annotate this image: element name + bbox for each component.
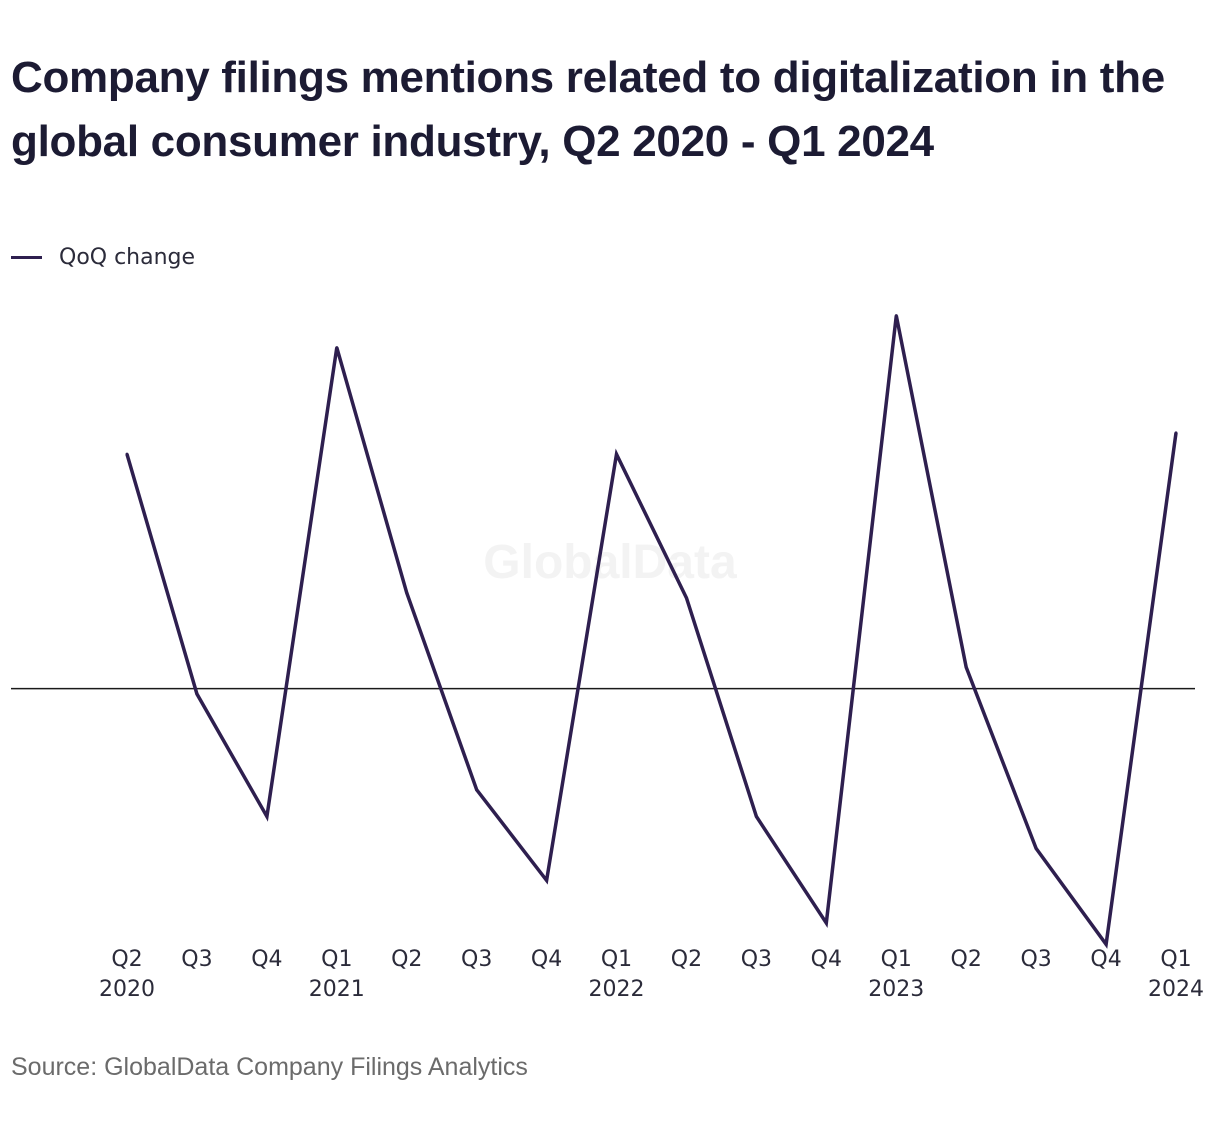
x-tick-label: Q3 xyxy=(181,947,212,972)
x-tick-label: Q1 2021 xyxy=(309,947,365,1002)
x-tick-label: Q2 xyxy=(671,947,702,972)
data-point xyxy=(125,452,129,456)
legend-line-swatch xyxy=(11,255,42,259)
data-point xyxy=(1104,942,1108,946)
chart-title: Company filings mentions related to digi… xyxy=(11,53,1165,166)
data-point xyxy=(1034,846,1038,850)
x-tick-label: Q2 xyxy=(391,947,422,972)
x-tick-label: Q4 xyxy=(531,947,562,972)
x-tick-label: Q2 2020 xyxy=(99,947,155,1002)
data-point xyxy=(1174,431,1178,435)
source-note: Source: GlobalData Company Filings Analy… xyxy=(11,1053,528,1081)
watermark-logo: GlobalData xyxy=(483,536,737,589)
x-tick-label: Q1 2022 xyxy=(589,947,645,1002)
x-tick-label: Q3 xyxy=(461,947,492,972)
x-tick-label: Q3 xyxy=(741,947,772,972)
data-point xyxy=(964,665,968,669)
legend: QoQ change xyxy=(11,242,195,272)
data-point xyxy=(265,814,269,818)
x-tick-label: Q4 xyxy=(811,947,842,972)
x-tick-label: Q3 xyxy=(1020,947,1051,972)
data-point xyxy=(195,692,199,696)
x-tick-label: Q1 2024 xyxy=(1148,947,1204,1002)
data-point xyxy=(545,878,549,882)
data-point xyxy=(405,591,409,595)
data-point xyxy=(615,452,619,456)
x-tick-label: Q4 xyxy=(251,947,282,972)
data-point xyxy=(824,921,828,925)
x-tick-label: Q4 xyxy=(1090,947,1121,972)
data-point xyxy=(684,596,688,600)
x-tick-label: Q2 xyxy=(951,947,982,972)
legend-label: QoQ change xyxy=(59,244,196,270)
data-point xyxy=(754,814,758,818)
x-tick-label: Q1 2023 xyxy=(868,947,924,1002)
data-point xyxy=(894,314,898,318)
series-line-0 xyxy=(125,315,1178,949)
data-point xyxy=(335,346,339,350)
data-point xyxy=(475,788,479,792)
